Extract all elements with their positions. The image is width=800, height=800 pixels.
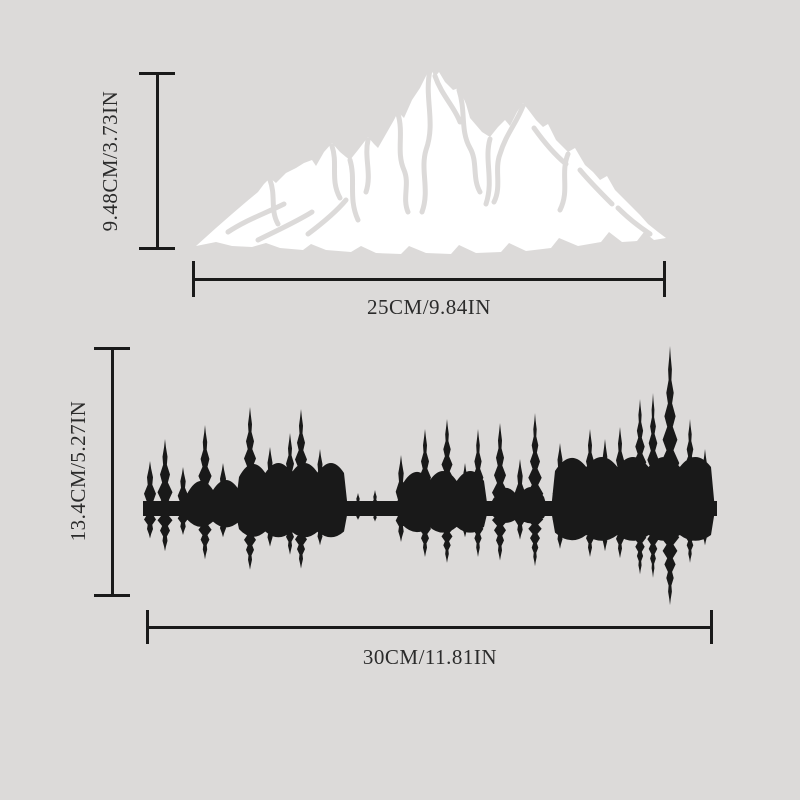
dimension-end-cap: [710, 610, 713, 644]
dimension-end-cap: [663, 261, 666, 297]
dimension-end-cap: [139, 247, 175, 250]
dimension-line: [155, 72, 159, 250]
forest-height-dimension-line: [94, 347, 130, 597]
forest-graphic: [143, 346, 717, 606]
mountain-height-label: 9.48CM/3.73IN: [98, 90, 122, 232]
forest-treeline-silhouette: [143, 346, 717, 516]
dimension-line: [110, 347, 114, 597]
mountain-silhouette: [196, 68, 666, 254]
mountain-height-dimension-line: [139, 72, 175, 250]
forest-width-label: 30CM/11.81IN: [362, 645, 498, 669]
mountain-width-label: 25CM/9.84IN: [367, 295, 491, 319]
mountain-graphic: [196, 67, 666, 254]
forest-water-reflection: [143, 506, 717, 606]
mountain-width-dimension-line: [192, 261, 666, 297]
dimension-line: [146, 625, 713, 629]
dimension-end-cap: [94, 594, 130, 597]
mountain-ridge-lines: [225, 67, 653, 243]
dimension-line: [192, 277, 666, 281]
forest-width-dimension-line: [146, 610, 713, 644]
forest-height-label: 13.4CM/5.27IN: [66, 400, 90, 542]
